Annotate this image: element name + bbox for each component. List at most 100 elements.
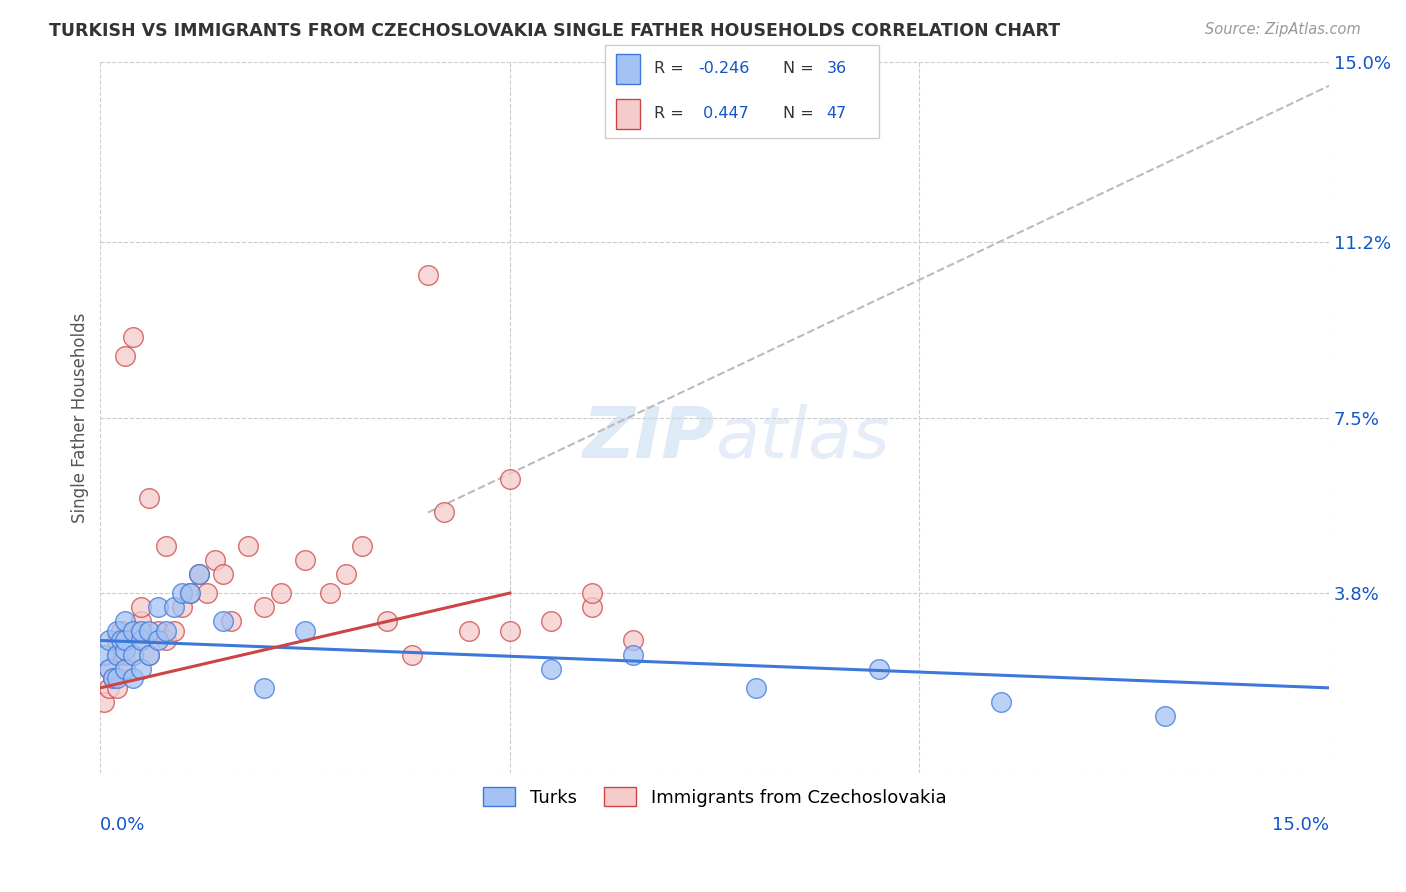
Point xyxy=(114,662,136,676)
Point xyxy=(179,586,201,600)
Point xyxy=(131,624,153,638)
Point xyxy=(105,648,128,662)
Point xyxy=(146,600,169,615)
Text: R =: R = xyxy=(654,61,689,76)
Point xyxy=(93,695,115,709)
Text: 0.0%: 0.0% xyxy=(100,816,146,834)
Point xyxy=(375,615,398,629)
Point xyxy=(868,662,890,676)
Text: Source: ZipAtlas.com: Source: ZipAtlas.com xyxy=(1205,22,1361,37)
Point xyxy=(204,553,226,567)
Point xyxy=(131,615,153,629)
Point xyxy=(499,472,522,486)
Point xyxy=(131,662,153,676)
Point xyxy=(155,539,177,553)
Point xyxy=(187,567,209,582)
Point xyxy=(172,586,194,600)
Point xyxy=(110,633,132,648)
Point xyxy=(114,643,136,657)
Point xyxy=(499,624,522,638)
Text: atlas: atlas xyxy=(714,404,890,474)
Y-axis label: Single Father Households: Single Father Households xyxy=(72,312,89,523)
Point xyxy=(253,681,276,695)
Point xyxy=(221,615,243,629)
Point xyxy=(97,662,120,676)
Text: R =: R = xyxy=(654,106,689,121)
Point xyxy=(114,633,136,648)
Point xyxy=(155,633,177,648)
Point xyxy=(155,624,177,638)
Point xyxy=(97,662,120,676)
Point xyxy=(122,624,145,638)
Point xyxy=(179,586,201,600)
Text: TURKISH VS IMMIGRANTS FROM CZECHOSLOVAKIA SINGLE FATHER HOUSEHOLDS CORRELATION C: TURKISH VS IMMIGRANTS FROM CZECHOSLOVAKI… xyxy=(49,22,1060,40)
Point xyxy=(122,330,145,344)
Point xyxy=(122,648,145,662)
Point xyxy=(1154,709,1177,723)
Point xyxy=(744,681,766,695)
Point xyxy=(212,615,235,629)
Point xyxy=(540,662,562,676)
Text: N =: N = xyxy=(783,106,818,121)
Point xyxy=(294,624,316,638)
Point xyxy=(416,268,439,283)
Point xyxy=(114,662,136,676)
Point xyxy=(335,567,357,582)
Bar xyxy=(616,99,640,129)
Text: -0.246: -0.246 xyxy=(697,61,749,76)
Point xyxy=(114,615,136,629)
Point xyxy=(138,491,160,506)
Point xyxy=(990,695,1012,709)
Point xyxy=(122,672,145,686)
Point xyxy=(270,586,292,600)
Point xyxy=(163,624,186,638)
Point xyxy=(105,633,128,648)
Text: 47: 47 xyxy=(827,106,846,121)
Point xyxy=(105,648,128,662)
Text: N =: N = xyxy=(783,61,818,76)
Point xyxy=(253,600,276,615)
Point xyxy=(621,648,644,662)
Point xyxy=(138,648,160,662)
Point xyxy=(458,624,481,638)
Point xyxy=(318,586,340,600)
Point xyxy=(138,624,160,638)
Point xyxy=(146,633,169,648)
Bar xyxy=(616,54,640,84)
Point xyxy=(105,624,128,638)
Point xyxy=(101,672,124,686)
Text: 0.447: 0.447 xyxy=(697,106,748,121)
Point xyxy=(146,624,169,638)
Point xyxy=(114,648,136,662)
Point xyxy=(97,681,120,695)
Point xyxy=(401,648,423,662)
Text: 36: 36 xyxy=(827,61,846,76)
Point xyxy=(352,539,374,553)
Point xyxy=(195,586,218,600)
Point xyxy=(93,648,115,662)
Point xyxy=(131,600,153,615)
Point xyxy=(212,567,235,582)
Point xyxy=(131,633,153,648)
Point xyxy=(581,586,603,600)
Point xyxy=(172,600,194,615)
Point xyxy=(540,615,562,629)
Point xyxy=(581,600,603,615)
Point xyxy=(101,672,124,686)
Point xyxy=(621,633,644,648)
Point xyxy=(105,681,128,695)
Point xyxy=(105,672,128,686)
Point xyxy=(163,600,186,615)
Point xyxy=(138,648,160,662)
Point xyxy=(294,553,316,567)
Point xyxy=(110,624,132,638)
Text: ZIP: ZIP xyxy=(582,404,714,474)
Point xyxy=(187,567,209,582)
Point xyxy=(236,539,259,553)
Text: 15.0%: 15.0% xyxy=(1272,816,1329,834)
Point xyxy=(433,506,456,520)
Point xyxy=(122,648,145,662)
Point xyxy=(97,633,120,648)
Legend: Turks, Immigrants from Czechoslovakia: Turks, Immigrants from Czechoslovakia xyxy=(475,780,953,814)
Point xyxy=(131,633,153,648)
